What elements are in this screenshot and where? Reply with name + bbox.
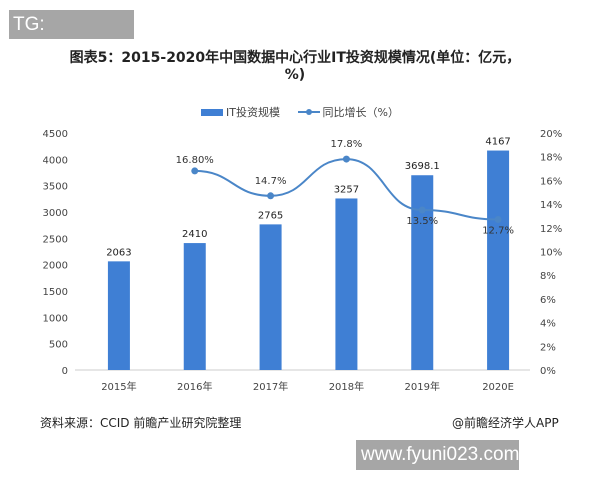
left-tick-label: 1500 xyxy=(43,287,68,298)
legend-line-label: 同比增长（%） xyxy=(322,106,399,119)
bar xyxy=(259,224,282,370)
left-tick-label: 1000 xyxy=(43,313,68,324)
right-tick-label: 8% xyxy=(540,271,556,282)
growth-point xyxy=(418,206,426,214)
chart-title: 图表5：2015-2020年中国数据中心行业IT投资规模情况(单位：亿元，%) xyxy=(69,50,521,83)
left-tick-label: 500 xyxy=(49,340,68,351)
growth-point xyxy=(191,167,199,175)
bar-value-label: 3257 xyxy=(334,184,359,195)
left-tick-label: 3500 xyxy=(43,182,68,193)
right-tick-label: 0% xyxy=(540,366,556,377)
right-tick-label: 6% xyxy=(540,295,556,306)
x-tick-label: 2015年 xyxy=(101,380,136,393)
bar xyxy=(335,198,358,370)
bar-value-label: 3698.1 xyxy=(405,161,440,172)
growth-point xyxy=(342,155,350,163)
legend: IT投资规模 同比增长（%） xyxy=(0,104,600,120)
credit-note: @前瞻经济学人APP xyxy=(452,416,559,430)
growth-point xyxy=(267,192,275,200)
x-tick-label: 2020E xyxy=(482,382,514,393)
x-tick-label: 2019年 xyxy=(405,380,440,393)
right-tick-label: 20% xyxy=(540,129,562,140)
watermark-tag: TG: MYYJJPP xyxy=(9,10,134,64)
right-tick-label: 2% xyxy=(540,342,556,353)
legend-line-swatch xyxy=(297,109,320,115)
growth-label: 12.7% xyxy=(482,226,514,237)
bar xyxy=(183,243,206,370)
x-tick-label: 2017年 xyxy=(253,380,288,393)
left-tick-label: 4000 xyxy=(43,155,68,166)
right-tick-label: 10% xyxy=(540,248,562,259)
left-tick-label: 4500 xyxy=(43,129,68,140)
growth-label: 16.80% xyxy=(176,155,214,166)
right-tick-label: 18% xyxy=(540,153,562,164)
right-tick-label: 4% xyxy=(540,319,556,330)
right-tick-label: 16% xyxy=(540,176,562,187)
bar xyxy=(107,261,130,370)
legend-bar-label: IT投资规模 xyxy=(226,106,280,119)
bar-value-label: 2410 xyxy=(182,229,207,240)
bar-value-label: 4167 xyxy=(485,137,510,148)
x-tick-label: 2018年 xyxy=(329,380,364,393)
legend-bar-swatch xyxy=(201,108,224,116)
x-tick-label: 2016年 xyxy=(177,380,212,393)
left-tick-label: 0 xyxy=(62,366,68,377)
growth-label: 14.7% xyxy=(255,176,287,187)
right-tick-label: 12% xyxy=(540,224,562,235)
bar-value-label: 2765 xyxy=(258,210,283,221)
growth-label: 13.5% xyxy=(406,216,438,227)
right-tick-label: 14% xyxy=(540,200,562,211)
bar xyxy=(487,150,510,370)
source-note: 资料来源：CCID 前瞻产业研究院整理 xyxy=(40,416,242,430)
left-tick-label: 3000 xyxy=(43,208,68,219)
bar-value-label: 2063 xyxy=(106,247,131,258)
growth-label: 17.8% xyxy=(331,139,363,150)
site-tag: www.fyuni023.com xyxy=(356,440,519,470)
growth-point xyxy=(494,216,502,224)
bar xyxy=(411,175,434,370)
left-tick-label: 2000 xyxy=(43,261,68,272)
left-tick-label: 2500 xyxy=(43,234,68,245)
